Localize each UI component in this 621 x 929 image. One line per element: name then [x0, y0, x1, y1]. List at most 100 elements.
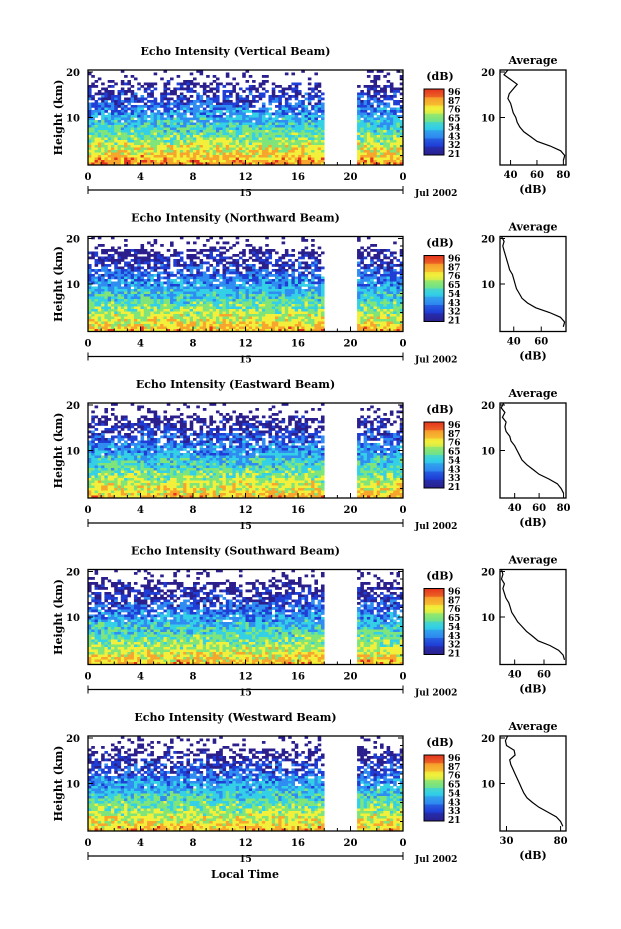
heatmap-cell [360, 304, 364, 307]
heatmap-cell [202, 85, 207, 88]
heatmap-cell [88, 145, 92, 148]
heatmap-cell [209, 294, 213, 297]
heatmap-cell [386, 266, 391, 270]
heatmap-cell [137, 115, 141, 118]
heatmap-cell [252, 122, 256, 126]
heatmap-cell [278, 105, 282, 108]
heatmap-cell [399, 269, 404, 272]
heatmap-cell [232, 276, 236, 280]
heatmap-cell [265, 120, 269, 123]
heatmap-cell [94, 269, 99, 272]
heatmap-cell [311, 115, 315, 118]
heatmap-cell [117, 251, 122, 255]
heatmap-cell [278, 110, 282, 113]
heatmap-cell [370, 160, 374, 163]
heatmap-cell [248, 157, 253, 161]
heatmap-cell [298, 82, 302, 86]
heatmap-cell [101, 319, 105, 322]
heatmap-cell [176, 135, 181, 138]
heatmap-cell [232, 319, 236, 322]
heatmap-cell [107, 112, 112, 116]
heatmap-cell [110, 152, 115, 156]
heatmap-cell [124, 311, 128, 315]
heatmap-cell [189, 254, 194, 257]
heatmap-cell [196, 281, 200, 285]
heatmap-cell [137, 127, 141, 131]
heatmap-cell [383, 137, 387, 141]
heatmap-cell [242, 152, 246, 156]
heatmap-cell [114, 309, 118, 312]
heatmap-cell [255, 269, 259, 272]
heatmap-cell [252, 264, 256, 267]
heatmap-cell [156, 160, 161, 163]
heatmap-cell [396, 264, 401, 267]
heatmap-cell [288, 125, 292, 128]
heatmap-cell [107, 321, 112, 325]
heatmap-cell [117, 291, 122, 295]
heatmap-cell [170, 244, 174, 247]
heatmap-cell [183, 319, 187, 322]
heatmap-cell [156, 306, 161, 310]
heatmap-cell [268, 125, 273, 128]
heatmap-cell [291, 120, 296, 123]
heatmap-cell [311, 299, 315, 302]
heatmap-cell [150, 145, 154, 148]
heatmap-cell [238, 125, 243, 128]
heatmap-cell [268, 274, 273, 277]
heatmap-cell [271, 304, 276, 307]
heatmap-cell [252, 314, 256, 317]
heatmap-cell [209, 264, 213, 267]
heatmap-cell [133, 150, 138, 153]
heatmap-cell [137, 130, 141, 133]
heatmap-cell [130, 291, 135, 295]
heatmap-cell [268, 311, 273, 315]
heatmap-cell [222, 117, 227, 121]
heatmap-cell [301, 306, 305, 310]
heatmap-cell [357, 107, 361, 111]
heatmap-cell [317, 296, 322, 300]
heatmap-cell [317, 316, 322, 320]
heatmap-cell [101, 112, 105, 116]
heatmap-cell [120, 259, 125, 262]
heatmap-cell [186, 157, 191, 161]
heatmap-cell [268, 147, 273, 151]
heatmap-cell [170, 316, 174, 320]
heatmap-cell [186, 140, 191, 143]
heatmap-cell [215, 127, 220, 131]
heatmap-cell [127, 286, 131, 290]
heatmap-cell [311, 147, 315, 151]
heatmap-cell [193, 137, 197, 141]
heatmap-cell [219, 296, 223, 300]
heatmap-cell [304, 117, 309, 121]
heatmap-cell [140, 276, 145, 280]
heatmap-cell [140, 150, 145, 153]
heatmap-cell [97, 160, 102, 163]
heatmap-cell [94, 102, 99, 106]
heatmap-cell [314, 269, 318, 272]
heatmap-cell [307, 316, 312, 320]
heatmap-cell [186, 80, 191, 83]
heatmap-cell [209, 132, 213, 136]
heatmap-cell [317, 301, 322, 305]
heatmap-cell [166, 160, 171, 163]
heatmap-cell [110, 112, 115, 116]
heatmap-cell [88, 150, 92, 153]
heatmap-cell [170, 145, 174, 148]
heatmap-cell [170, 321, 174, 325]
heatmap-cell [101, 122, 105, 126]
heatmap-cell [193, 264, 197, 267]
heatmap-cell [265, 117, 269, 121]
heatmap-cell [196, 274, 200, 277]
heatmap-cell [232, 244, 236, 247]
heatmap-cell [258, 142, 263, 146]
heatmap-cell [186, 276, 191, 280]
heatmap-cell [242, 306, 246, 310]
heatmap-cell [97, 142, 102, 146]
heatmap-cell [163, 286, 168, 290]
heatmap-cell [242, 142, 246, 146]
heatmap-cell [291, 296, 296, 300]
heatmap-cell [179, 130, 184, 133]
heatmap-cell [232, 112, 236, 116]
heatmap-cell [94, 321, 99, 325]
heatmap-cell [133, 120, 138, 123]
